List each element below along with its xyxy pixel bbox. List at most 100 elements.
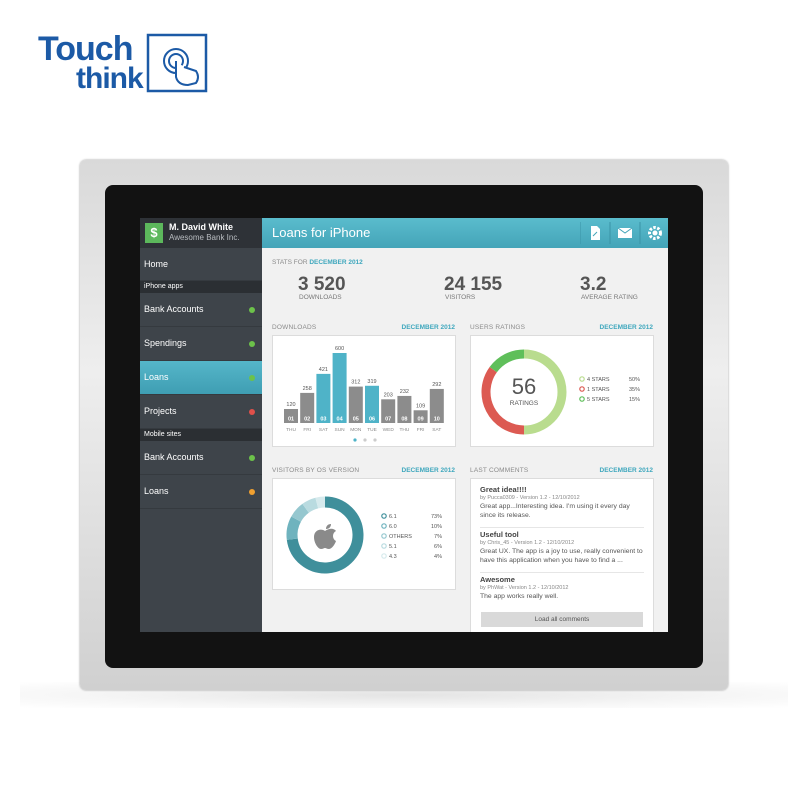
menu-label: Bank Accounts	[144, 452, 204, 462]
bar	[332, 353, 347, 423]
bar-value: 232	[400, 389, 409, 395]
bar	[300, 392, 315, 423]
stat-label: DOWNLOADS	[299, 294, 342, 301]
status-dot	[249, 375, 255, 381]
bar	[381, 399, 396, 423]
legend-name: OTHERS	[389, 534, 412, 540]
bar-index: 05	[353, 417, 359, 423]
page-dot	[373, 438, 377, 442]
bar-index: 03	[320, 417, 326, 423]
comment-text: Great app...Interesting idea. I'm using …	[480, 503, 630, 519]
load-comments-button[interactable]: Load all comments	[481, 612, 643, 627]
legend-marker	[381, 553, 387, 559]
day-label: MON	[350, 427, 362, 433]
company: Awesome Bank Inc.	[169, 233, 240, 242]
day-label: WED	[383, 427, 395, 433]
legend-name: 1 STARS	[587, 387, 610, 393]
day-label: SAT	[319, 427, 328, 433]
stat-value: 24 155	[444, 274, 503, 295]
legend-marker	[381, 543, 387, 549]
legend-name: 5 STARS	[587, 397, 610, 403]
menu-item[interactable]: Loans	[140, 475, 262, 509]
bar	[429, 388, 444, 423]
bar	[397, 395, 412, 423]
bar-value: 203	[384, 392, 393, 398]
panel-period[interactable]: DECEMBER 2012	[401, 324, 455, 331]
menu-item[interactable]: Home	[140, 248, 262, 281]
menu-label: Home	[144, 258, 169, 269]
menu-item[interactable]: Projects	[140, 395, 262, 429]
bar-value: 312	[351, 380, 360, 386]
bar-index: 07	[385, 417, 391, 423]
menu-section: iPhone apps	[140, 281, 262, 293]
comment: Great idea!!!! by Pucca0309 - Version 1.2…	[480, 485, 644, 528]
legend-value: 35%	[629, 387, 640, 393]
bar-index: 02	[304, 417, 310, 423]
status-dot	[249, 489, 255, 495]
legend-marker	[579, 376, 585, 382]
bar	[365, 385, 379, 423]
legend-marker	[579, 396, 585, 402]
menu-item[interactable]: Bank Accounts	[140, 293, 262, 327]
ratings-total-label: RATINGS	[510, 400, 539, 407]
legend-name: 4 STARS	[587, 377, 610, 383]
day-label: THU	[286, 427, 296, 433]
donut-segment	[489, 349, 525, 373]
bar-value: 600	[335, 346, 344, 352]
legend-value: 6%	[434, 544, 442, 550]
legend-name: 6.1	[389, 514, 397, 520]
donut-segment	[315, 496, 326, 509]
os-panel: 6.1 73% 6.0 10% OTHERS 7% 5.1 6% 4.3 4%	[272, 478, 456, 590]
legend-name: 6.0	[389, 524, 397, 530]
page-dot	[363, 438, 367, 442]
day-label: SUN	[335, 427, 346, 433]
legend-value: 10%	[431, 524, 442, 530]
panel-period[interactable]: DECEMBER 2012	[599, 324, 653, 331]
header: Loans for iPhone	[262, 218, 668, 248]
day-label: THU	[399, 427, 409, 433]
menu-label: Bank Accounts	[144, 304, 204, 314]
document-button[interactable]	[591, 226, 600, 240]
comment-title: Useful tool	[480, 530, 519, 539]
stats-for: STATS FOR	[272, 259, 308, 266]
logo-line1: Touch	[38, 30, 133, 68]
day-label: SAT	[432, 427, 441, 433]
bar-index: 04	[337, 417, 344, 423]
donut-segment	[523, 349, 567, 435]
menu-item[interactable]: Bank Accounts	[140, 441, 262, 475]
bar-value: 258	[303, 386, 312, 392]
stat-label: AVERAGE RATING	[581, 294, 638, 301]
comment-title: Great idea!!!!	[480, 485, 527, 494]
comment-meta: by Pucca0309 - Version 1.2 - 12/10/2012	[480, 495, 580, 501]
menu-label: Spendings	[144, 338, 187, 348]
stats-period[interactable]: DECEMBER 2012	[309, 259, 363, 266]
legend-value: 73%	[431, 514, 442, 520]
settings-button[interactable]	[648, 226, 662, 240]
panel-period[interactable]: DECEMBER 2012	[401, 467, 455, 474]
bar	[348, 386, 363, 423]
user-name: M. David White	[169, 222, 234, 232]
comment-title: Awesome	[480, 575, 515, 584]
menu-item[interactable]: Spendings	[140, 327, 262, 361]
status-dot	[249, 409, 255, 415]
menu-label: Projects	[144, 406, 177, 416]
bar-value: 109	[416, 403, 425, 409]
panel-period[interactable]: DECEMBER 2012	[599, 467, 653, 474]
comment: Awesome by PhWat - Version 1.2 - 12/10/20…	[480, 575, 644, 617]
bar-value: 421	[319, 367, 328, 373]
logo-icon	[146, 33, 208, 93]
screen: $ M. David White Awesome Bank Inc. Home i…	[140, 218, 668, 632]
donut-segment	[286, 516, 302, 540]
comment-text: Great UX. The app is a joy to use, reall…	[480, 548, 643, 564]
legend-value: 15%	[629, 397, 640, 403]
bar	[284, 409, 298, 423]
menu-label: Loans	[144, 372, 169, 382]
day-label: FRI	[303, 427, 311, 433]
comment-text: The app works really well.	[480, 593, 559, 600]
legend-value: 4%	[434, 554, 442, 560]
bar-index: 01	[288, 417, 294, 423]
menu-item[interactable]: Loans	[140, 361, 262, 395]
donut-segment	[302, 497, 319, 513]
menu-section: Mobile sites	[140, 429, 262, 441]
mail-button[interactable]	[617, 227, 633, 238]
